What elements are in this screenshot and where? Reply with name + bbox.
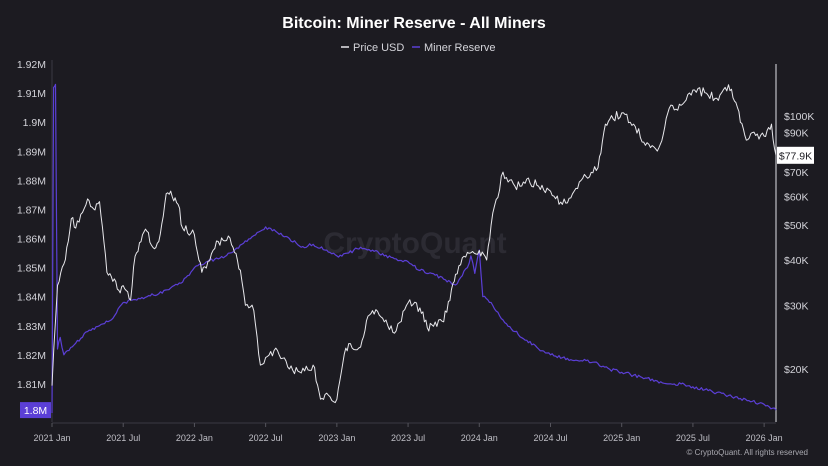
left-tick-label: 1.81M bbox=[17, 379, 46, 391]
reserve-current-badge: 1.8M bbox=[20, 402, 51, 419]
left-tick-label: 1.85M bbox=[17, 263, 46, 275]
left-tick-label: 1.83M bbox=[17, 321, 46, 333]
left-tick-label: 1.91M bbox=[17, 88, 46, 100]
left-axis-ticks: 1.8M 1.81M 1.82M 1.83M 1.84M 1.85M 1.86M 1.87M 1… bbox=[17, 59, 46, 420]
series-price-usd bbox=[51, 84, 777, 404]
legend: Price USD Miner Reserve bbox=[341, 42, 496, 54]
reserve-current-badge-box bbox=[20, 402, 51, 419]
legend-price-label: Price USD bbox=[353, 42, 404, 54]
x-tick-label: 2025 Jan bbox=[603, 433, 640, 443]
right-tick-label: $20K bbox=[784, 364, 809, 376]
reserve-current-badge-label: 1.8M bbox=[24, 405, 47, 417]
chart-title: Bitcoin: Miner Reserve - All Miners bbox=[282, 15, 546, 32]
right-tick-label: $40K bbox=[784, 255, 809, 267]
right-tick-label: $30K bbox=[784, 300, 809, 312]
series-miner-reserve bbox=[51, 83, 777, 414]
left-tick-label: 1.82M bbox=[17, 350, 46, 362]
miner-reserve-line bbox=[51, 83, 777, 414]
x-tick-label: 2023 Jul bbox=[391, 433, 425, 443]
x-tick-label: 2025 Jul bbox=[676, 433, 710, 443]
right-tick-label: $50K bbox=[784, 220, 809, 232]
right-tick-label: $100K bbox=[784, 111, 814, 123]
left-tick-label: 1.88M bbox=[17, 175, 46, 187]
left-tick-label: 1.86M bbox=[17, 234, 46, 246]
x-tick-label: 2026 Jan bbox=[746, 433, 783, 443]
right-axis-ticks: $20K $30K $40K $50K $60K $70K $90K $100K bbox=[784, 111, 814, 376]
left-tick-label: 1.84M bbox=[17, 292, 46, 304]
x-tick-label: 2022 Jul bbox=[249, 433, 283, 443]
credit-text: © CryptoQuant. All rights reserved bbox=[687, 448, 809, 457]
price-current-badge-box bbox=[777, 146, 814, 164]
price-current-badge-label: $77.9K bbox=[779, 150, 812, 162]
x-tick-label: 2021 Jan bbox=[33, 433, 70, 443]
left-tick-label: 1.87M bbox=[17, 204, 46, 216]
left-tick-label: 1.89M bbox=[17, 146, 46, 158]
x-tick-label: 2024 Jul bbox=[533, 433, 567, 443]
x-tick-label: 2022 Jan bbox=[176, 433, 213, 443]
right-tick-label: $70K bbox=[784, 167, 809, 179]
x-tick-label: 2024 Jan bbox=[461, 433, 498, 443]
price-current-badge: $77.9K bbox=[777, 146, 814, 164]
right-tick-label: $90K bbox=[784, 128, 809, 140]
x-axis-ticks: 2021 Jan 2021 Jul 2022 Jan 2022 Jul 2023 Jan… bbox=[33, 423, 783, 443]
price-usd-line bbox=[51, 84, 777, 404]
legend-reserve-label: Miner Reserve bbox=[424, 42, 496, 54]
x-tick-label: 2021 Jul bbox=[106, 433, 140, 443]
x-tick-label: 2023 Jan bbox=[318, 433, 355, 443]
right-tick-label: $60K bbox=[784, 191, 809, 203]
left-tick-label: 1.92M bbox=[17, 59, 46, 71]
left-tick-label: 1.9M bbox=[23, 117, 46, 129]
